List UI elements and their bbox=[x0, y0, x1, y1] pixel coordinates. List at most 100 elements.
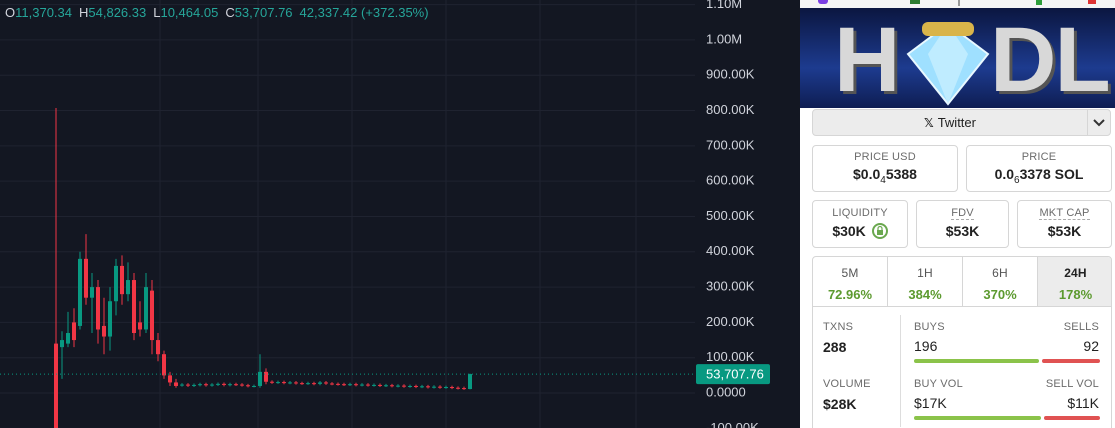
candle-body bbox=[324, 382, 328, 384]
timeframe-tabs: 5M 72.96% 1H 384% 6H 370% 24H 178% bbox=[812, 256, 1112, 307]
candle-body bbox=[438, 386, 442, 388]
candle-body bbox=[54, 343, 58, 428]
price-rest: 3378 SOL bbox=[1019, 166, 1084, 182]
candle-body bbox=[360, 384, 364, 386]
candle-body bbox=[264, 371, 268, 382]
candle-body bbox=[84, 258, 88, 298]
y-tick-label: 1.10M bbox=[706, 0, 742, 11]
liquidity-value: $30K bbox=[813, 223, 907, 239]
toolbar-icon[interactable] bbox=[1088, 0, 1096, 4]
lock-icon bbox=[871, 223, 888, 239]
candle-body bbox=[468, 374, 472, 390]
candle-body bbox=[78, 258, 82, 326]
price-native-box: PRICE 0.063378 SOL bbox=[966, 145, 1112, 192]
candle-body bbox=[72, 322, 76, 341]
candle-body bbox=[318, 382, 322, 384]
sells-bar bbox=[1041, 359, 1100, 363]
candle-body bbox=[372, 384, 376, 386]
social-label: Twitter bbox=[937, 115, 976, 130]
toolbar-icon[interactable] bbox=[1036, 0, 1042, 5]
buys-value: 196 bbox=[914, 338, 938, 354]
legend-value: 11,370.34 bbox=[15, 5, 72, 20]
candle-body bbox=[456, 387, 460, 389]
txns-label: TXNS bbox=[823, 321, 854, 333]
candle-body bbox=[276, 382, 280, 384]
candle-body bbox=[414, 385, 418, 387]
buys-label: BUYS bbox=[914, 321, 945, 333]
mkt-cap-box: MKT CAP $53K bbox=[1017, 200, 1112, 248]
candles bbox=[0, 108, 695, 428]
candle-body bbox=[120, 265, 124, 295]
candle-body bbox=[102, 325, 106, 337]
timeframe-change: 178% bbox=[1058, 287, 1093, 302]
candle-body bbox=[210, 384, 214, 386]
diamond-cap bbox=[922, 22, 974, 36]
candle-body bbox=[168, 375, 172, 383]
candle-body bbox=[234, 384, 238, 386]
y-tick-label: 200.00K bbox=[706, 314, 755, 329]
candle-body bbox=[294, 382, 298, 384]
legend-key: H bbox=[79, 5, 89, 20]
candle-body bbox=[132, 280, 136, 334]
timeframe-tab[interactable]: 1H 384% bbox=[888, 257, 963, 306]
candle-body bbox=[252, 385, 256, 387]
legend-value: 53,707.76 bbox=[234, 5, 293, 20]
legend-key: O bbox=[5, 5, 16, 20]
candle-body bbox=[348, 384, 352, 386]
candle-body bbox=[384, 385, 388, 387]
buy-vol-label: BUY VOL bbox=[914, 378, 963, 390]
candle-body bbox=[66, 333, 70, 344]
candle-body bbox=[174, 382, 178, 386]
candle-body bbox=[138, 322, 142, 330]
banner-letter: DL bbox=[990, 9, 1111, 108]
y-axis: 1.10M 1.00M 900.00K 800.00K 700.00K 600.00K 50… bbox=[696, 0, 770, 428]
candle-body bbox=[222, 383, 226, 385]
toolbar-strip bbox=[800, 0, 1115, 8]
candle-body bbox=[96, 287, 100, 330]
price-native-value: 0.063378 SOL bbox=[967, 166, 1111, 186]
social-dropdown[interactable] bbox=[1087, 109, 1111, 136]
candle-body bbox=[450, 387, 454, 389]
candle-body bbox=[408, 385, 412, 387]
timeframe-label: 1H bbox=[917, 266, 933, 280]
candle-body bbox=[462, 388, 466, 390]
liquidity-box: LIQUIDITY $30K bbox=[812, 200, 908, 248]
banner-diamond bbox=[906, 22, 990, 106]
buy-vol-value: $17K bbox=[914, 395, 947, 411]
timeframe-tab[interactable]: 24H 178% bbox=[1038, 257, 1111, 306]
timeframe-tab[interactable]: 6H 370% bbox=[963, 257, 1038, 306]
mkt-cap-label: MKT CAP bbox=[1039, 207, 1090, 220]
stats-box: TXNS 288 BUYS SELLS 196 92 VOLUME $28K B… bbox=[812, 306, 1112, 428]
legend-change: 42,337.42 (+372.35%) bbox=[299, 5, 429, 20]
txns-value: 288 bbox=[823, 339, 847, 355]
horizontal-grid bbox=[0, 4, 695, 428]
toolbar-icon[interactable] bbox=[910, 0, 920, 4]
candle-body bbox=[90, 287, 94, 298]
toolbar-icon[interactable] bbox=[818, 0, 828, 4]
toolbar-icon[interactable] bbox=[958, 0, 960, 6]
candle-body bbox=[288, 382, 292, 384]
candle-body bbox=[180, 384, 184, 386]
banner: H DL bbox=[800, 8, 1115, 108]
fdv-value: $53K bbox=[945, 223, 980, 239]
candle-body bbox=[282, 382, 286, 384]
social-button[interactable]: 𝕏 Twitter bbox=[812, 109, 1088, 136]
y-tick-label: 700.00K bbox=[706, 137, 755, 152]
candle-body bbox=[108, 301, 112, 337]
vertical-grid bbox=[159, 0, 637, 428]
y-tick-label: 0.0000 bbox=[706, 384, 746, 399]
sell-vol-label: SELL VOL bbox=[1045, 378, 1099, 390]
y-tick-label: -100.00K bbox=[706, 420, 759, 428]
timeframe-label: 5M bbox=[841, 266, 859, 280]
price-chart: 1.10M 1.00M 900.00K 800.00K 700.00K 600.00K 50… bbox=[0, 0, 770, 428]
lock-ring bbox=[871, 223, 888, 239]
y-tick-label: 100.00K bbox=[706, 349, 755, 364]
candle-body bbox=[150, 290, 154, 341]
candle-body bbox=[270, 381, 274, 383]
sells-label: SELLS bbox=[1063, 321, 1099, 333]
timeframe-tab[interactable]: 5M 72.96% bbox=[813, 257, 888, 306]
candle-body bbox=[378, 384, 382, 386]
candle-body bbox=[246, 385, 250, 387]
y-tick-label: 900.00K bbox=[706, 67, 755, 82]
buy-sell-bar bbox=[914, 359, 1100, 363]
